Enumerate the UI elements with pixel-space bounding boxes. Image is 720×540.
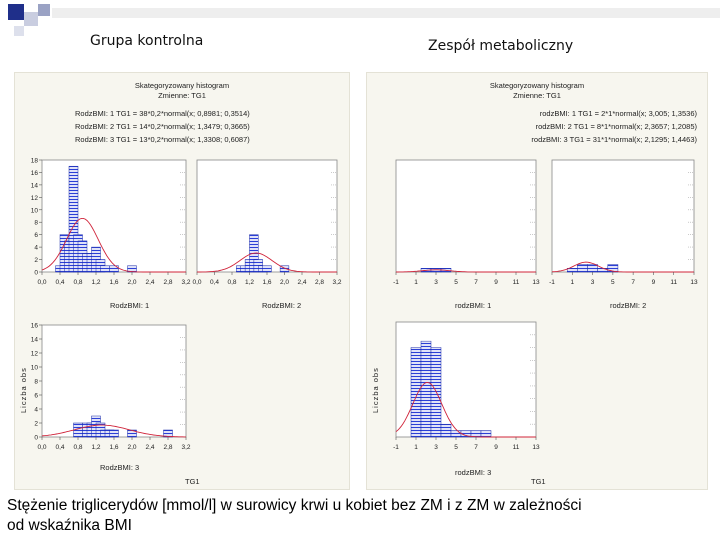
left-histogram-panel: Skategoryzowany histogram Zmienne: TG1 R…: [14, 72, 350, 490]
corner-square-blue: [8, 4, 24, 20]
left-panel-title: Skategoryzowany histogram: [134, 81, 230, 90]
left-legend-3: RodzBMI: 3 TG1 = 13*0,2*normal(x; 1,3308…: [75, 135, 250, 144]
left-sub-label-1: RodzBMI: 1: [110, 301, 150, 310]
corner-square-small: [14, 26, 24, 36]
left-legend-2: RodzBMI: 2 TG1 = 14*0,2*normal(x; 1,3479…: [75, 122, 250, 131]
title-control-group: Grupa kontrolna: [90, 33, 204, 49]
right-sub-label-2: rodzBMI: 2: [610, 301, 647, 310]
left-panel-variable: Zmienne: TG1: [158, 91, 206, 100]
right-sub-label-3: rodzBMI: 3: [455, 468, 492, 477]
left-legend-1: RodzBMI: 1 TG1 = 38*0,2*normal(x; 0,8981…: [75, 109, 250, 118]
caption-line-2: od wskaźnika BMI: [7, 517, 132, 534]
corner-square-gray: [38, 4, 50, 16]
right-panel-title: Skategoryzowany histogram: [489, 81, 585, 90]
left-sub-label-2: RodzBMI: 2: [262, 301, 302, 310]
right-legend-3: rodzBMI: 3 TG1 = 31*1*normal(x; 2,1295; …: [531, 135, 697, 144]
figure-caption: Stężenie triglicerydów [mmol/l] w surowi…: [7, 496, 707, 536]
right-histogram-panel: Skategoryzowany histogram Zmienne: TG1 r…: [366, 72, 708, 490]
top-rule: [52, 8, 720, 18]
left-ylabel: Liczba obs: [19, 367, 28, 413]
right-ylabel: Liczba obs: [371, 367, 380, 413]
left-xlabel: TG1: [185, 477, 200, 486]
right-legend-1: rodzBMI: 1 TG1 = 2*1*normal(x; 3,005; 1,…: [539, 109, 697, 118]
right-panel-variable: Zmienne: TG1: [513, 91, 561, 100]
left-sub-label-3: RodzBMI: 3: [100, 463, 140, 472]
caption-line-1: Stężenie triglicerydów [mmol/l] w surowi…: [7, 497, 582, 514]
title-metabolic-syndrome: Zespół metaboliczny: [428, 38, 574, 54]
corner-square-light: [24, 12, 38, 26]
right-sub-label-1: rodzBMI: 1: [455, 301, 492, 310]
right-legend-2: rodzBMI: 2 TG1 = 8*1*normal(x; 2,3657; 1…: [535, 122, 697, 131]
right-xlabel: TG1: [531, 477, 546, 486]
